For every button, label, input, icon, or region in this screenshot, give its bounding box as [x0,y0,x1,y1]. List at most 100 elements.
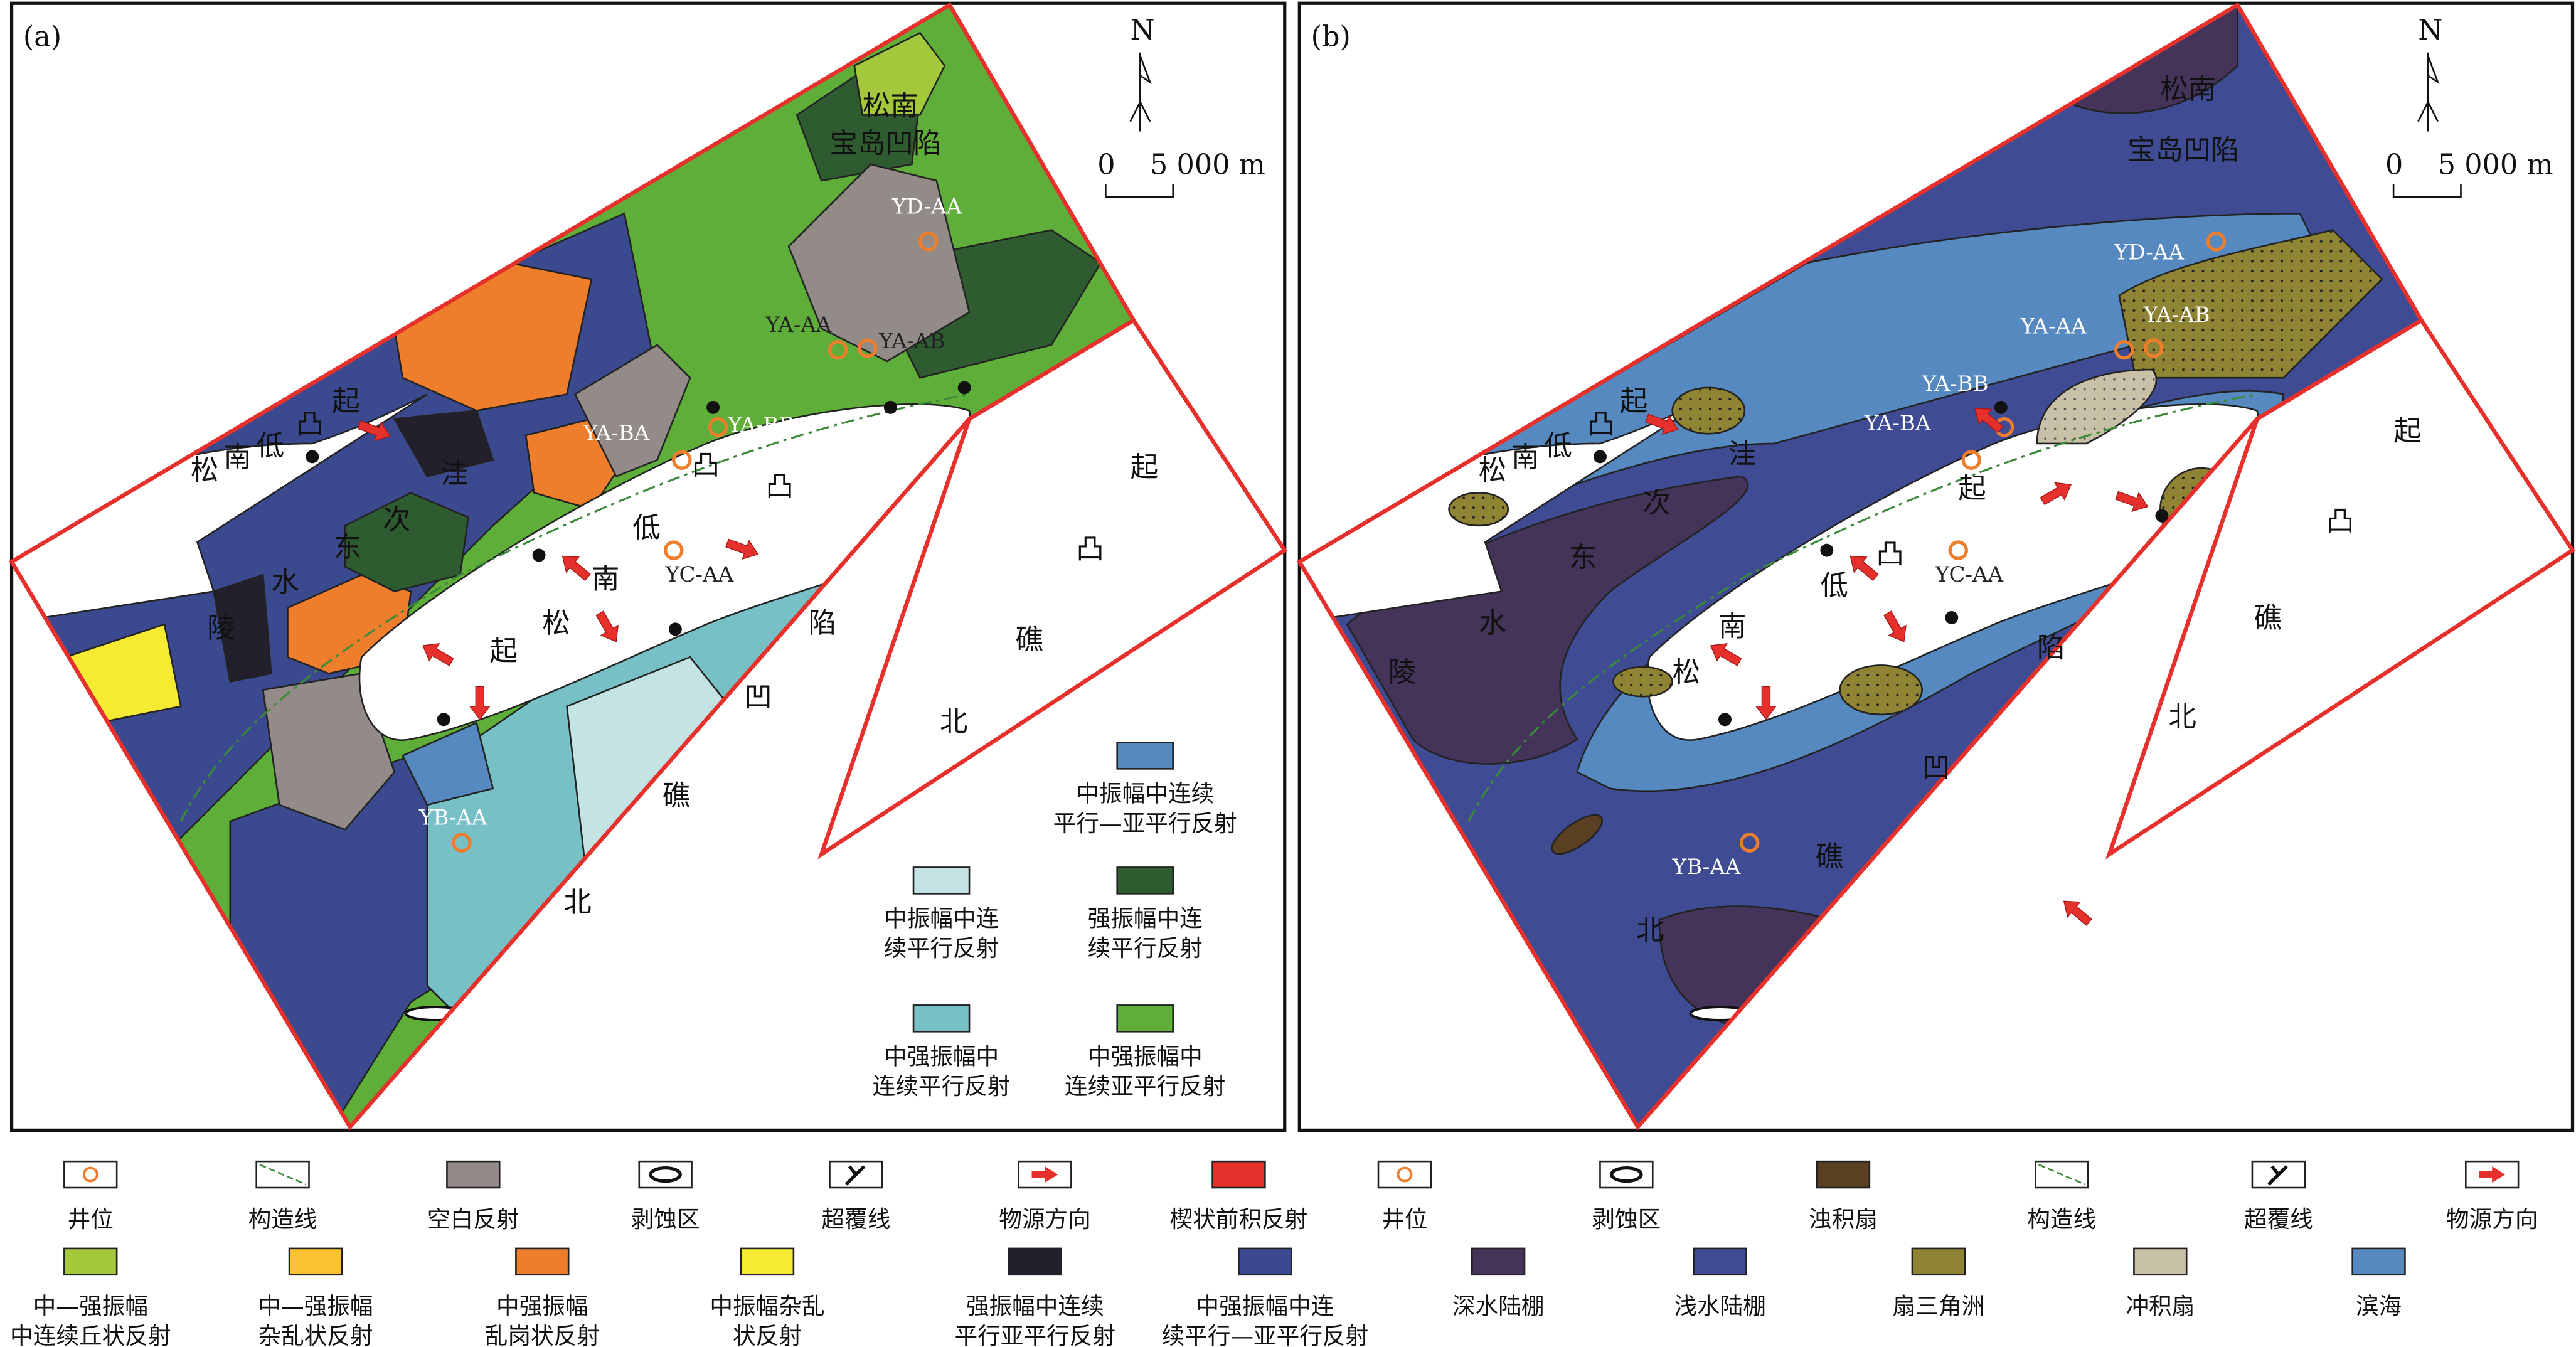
provenance-arrow-icon [357,420,391,442]
provenance-arrow-icon [725,538,759,560]
provenance-arrow-icon [1883,610,1907,642]
legend-label: 空白反射 [427,1206,519,1233]
legend-item: 深水陆棚 [1452,1247,1545,1320]
legend-label: 井位 [1381,1206,1427,1233]
legend-label: 井位 [68,1206,114,1233]
legend-item: 超覆线 [821,1160,890,1233]
onlap-point-icon [532,548,546,562]
legend-label: 剥蚀区 [631,1206,700,1233]
well-label: YA-BA [583,421,650,446]
region-label: 凹 [744,681,772,713]
well-marker-icon [1948,540,1968,560]
north-arrow-icon [2417,52,2440,132]
panel-label: (b) [1311,21,1351,53]
north-block-outline-b [2105,317,2576,860]
region-label: 北 [940,706,968,738]
onlap-point-icon [1994,400,2008,414]
well-label: YA-BB [727,413,794,438]
provenance-arrow-icon [2063,900,2092,926]
region-gray-3 [262,673,396,831]
legend-item: 超覆线 [2244,1160,2313,1233]
legend-item: 空白反射 [427,1160,519,1233]
legend-label: 物源方向 [999,1206,1091,1233]
legend-swatch [1211,1160,1266,1189]
legend-label: 滨海 [2356,1293,2402,1320]
region-label: 宝岛凹陷 [829,128,941,160]
onlap-point-icon [1594,450,1607,464]
region-label: 南 [1511,442,1540,474]
onlap-point-icon [2155,509,2169,523]
legend-swatch [446,1160,501,1189]
region-label: 低 [1544,430,1572,462]
fan-delta-7 [1612,666,1673,698]
well-marker-icon [828,339,848,360]
onlap-point-icon [883,400,897,414]
legend-label: 超覆线 [2244,1206,2313,1233]
region-label: 凸 [692,450,720,482]
legend-label: 深水陆棚 [1452,1293,1545,1320]
region-label: 低 [632,512,661,544]
fan-delta-3 [1839,664,1923,716]
provenance-arrow-icon [595,610,619,642]
onlap-point-icon [668,622,682,636]
legend-label: 强振幅中连续 [966,1293,1104,1320]
north-arrow-icon [1129,52,1152,132]
region-label: 松南 [2160,73,2216,105]
region-label: 凸 [1076,533,1104,565]
legend-item: 剥蚀区 [631,1160,700,1233]
region-label: 陵 [1388,657,1417,689]
structure-line-b [1467,393,2258,822]
region-label: 洼 [1728,438,1757,470]
region-label: 凸 [2326,506,2355,538]
legend-item: 构造线 [2027,1160,2096,1233]
region-label: 起 [332,386,360,418]
well-marker-icon [672,450,692,470]
provenance-arrow-icon [562,555,591,582]
scale-zero: 0 [1097,149,1115,181]
region-label: 起 [1958,472,1986,504]
legend-label: 状反射 [733,1323,802,1347]
well-marker-icon [2206,232,2227,252]
region-label: 凹 [1922,752,1951,784]
legend-item: 井位 [63,1160,118,1233]
region-label: 洼 [440,458,469,490]
panel-b: (b) N 0 5 000 m 松南宝岛凹陷起凸低南松洼次东水陵起凸低南松陷凹礁… [1296,1,2576,1132]
onlap-point-icon [957,381,971,395]
well-marker-icon [858,338,878,358]
legend-swatch [1471,1247,1526,1276]
legend-label: 楔状前积反射 [1170,1206,1308,1233]
legend-swatch [1116,1004,1174,1033]
region-label: 松 [1673,657,1701,689]
legend-label: 中—强振幅 [258,1293,373,1320]
onlap-point-icon [1820,543,1834,557]
region-label: 水 [1479,607,1507,639]
scale-zero: 0 [2385,149,2403,181]
legend-swatch [2351,1247,2406,1276]
region-label: 松 [191,455,219,487]
well-marker-icon [1740,833,1760,853]
north-arrow: N [1129,14,1155,132]
provenance-arrow-icon [1710,643,1742,666]
well-marker-icon [664,540,684,560]
provenance-arrow-icon [1645,413,1679,435]
fan-delta [2118,229,2383,379]
legend-swatch [1116,866,1174,895]
legend-label: 杂乱状反射 [258,1323,373,1347]
legend-label: 构造线 [248,1206,317,1233]
scale-length: 5 000 m [2438,149,2553,181]
legend-item: 浅水陆棚 [1674,1247,1766,1320]
region-label: 低 [257,430,285,462]
erosion-area-icon [638,1160,693,1189]
well-label: YA-AA [2020,314,2087,339]
region-label: 起 [1620,386,1648,418]
legend-label: 中强振幅中连 [1196,1293,1334,1320]
